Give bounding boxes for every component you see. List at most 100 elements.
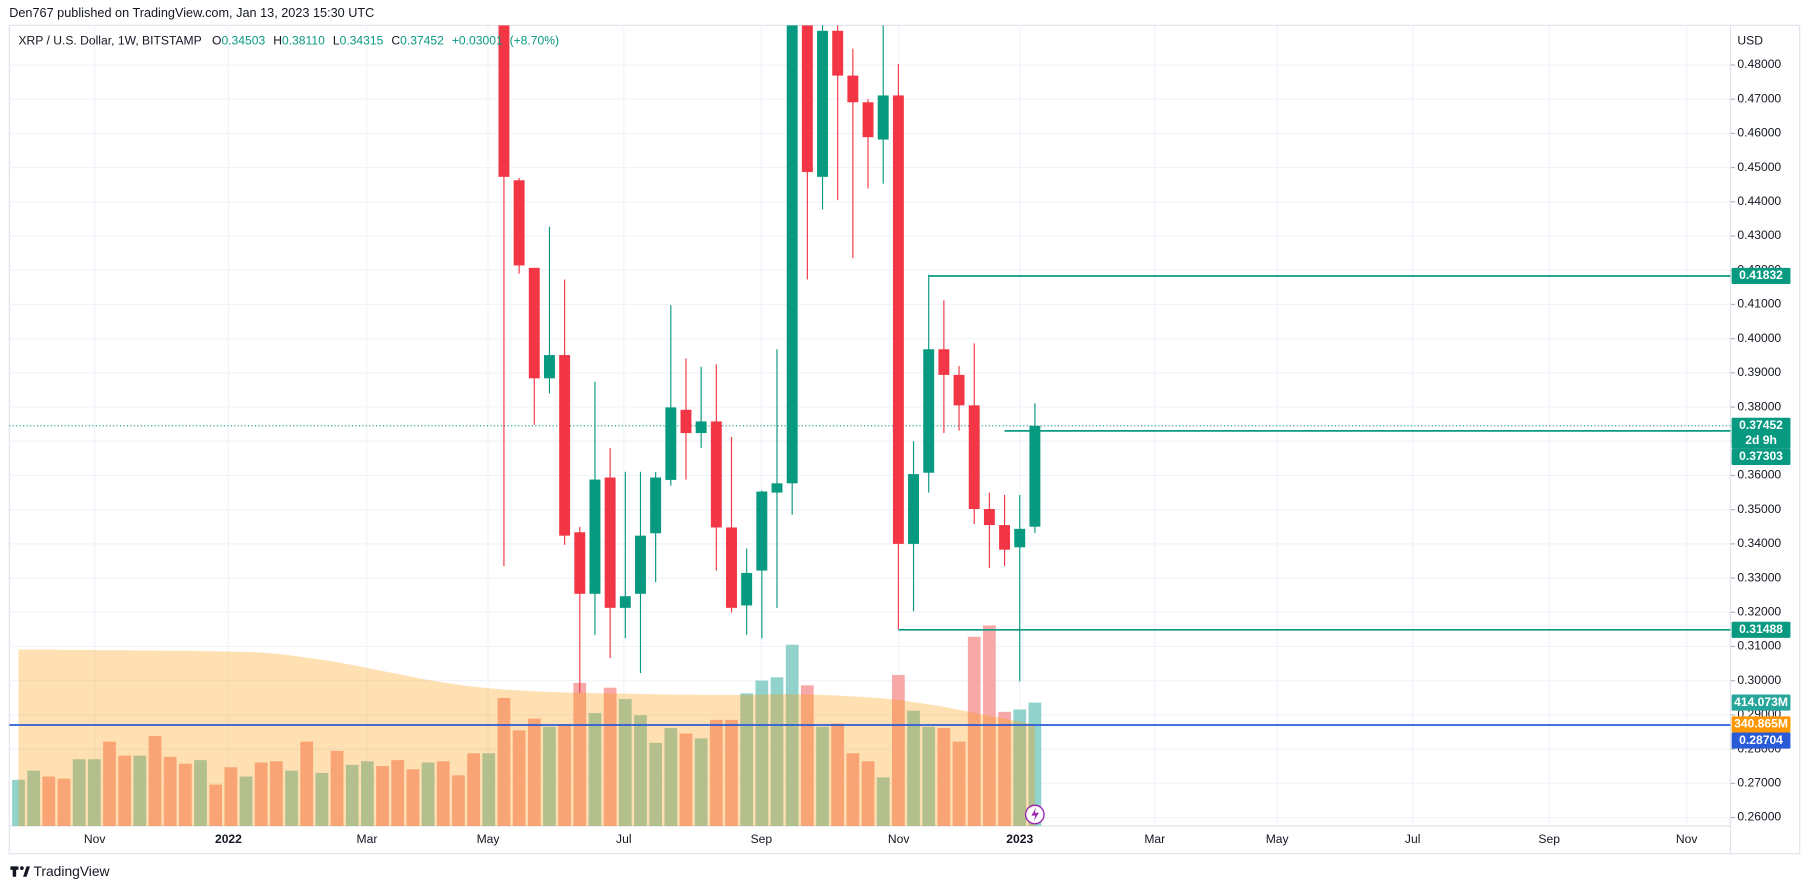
y-tick-label: 0.31000 [1737,639,1781,653]
volume-bar [527,718,541,827]
volume-bar [846,753,860,827]
x-tick-label: Jul [1405,832,1420,846]
volume-bar [770,677,784,827]
price-label-box [1731,694,1791,711]
price-label-box [1731,267,1791,285]
lines-layer [9,275,1731,726]
symbol: XRP / U.S. Dollar, 1W, BITSTAMP [18,34,201,48]
volume-bar [967,636,981,827]
volume-bar [12,779,25,827]
x-tick-label: Mar [357,832,378,846]
candle-body [680,409,692,434]
y-tick-label: 0.30000 [1737,673,1781,687]
x-tick-label: May [477,832,501,846]
candle-body [726,527,737,608]
volume-bar [998,711,1011,827]
volume-bar [300,741,314,827]
pane-border [8,24,1801,855]
candle-body [771,483,783,493]
change: +0.03001 [452,34,503,48]
volume-bar [558,724,571,827]
ohlc-value: 0.34503 [221,34,265,48]
candle-body [574,532,586,594]
volume-bar [376,766,389,827]
volume-bar [345,764,359,827]
price-label: 0.37303 [1739,449,1783,463]
price-label: 414.073M [1734,695,1788,709]
price-label: 0.28704 [1739,733,1783,747]
price-label: 0.41832 [1739,268,1783,282]
x-tick-label: Mar [1144,832,1165,846]
y-tick-label: 0.40000 [1737,331,1781,345]
volume-bar [952,741,966,827]
volume-bar [315,772,329,827]
candle-body [665,407,677,480]
volume-bar [922,726,936,827]
candle-body [801,25,813,173]
events-icon-bolt [1031,807,1039,822]
price-label-box [1731,448,1791,466]
candle-body [635,535,646,594]
volume-bar [27,770,41,827]
candle-body [983,508,995,526]
y-tick-label: 0.45000 [1737,160,1781,174]
y-tick-label: 0.36000 [1737,468,1781,482]
candle-body [938,349,950,375]
volume-bar [725,719,738,827]
legend: XRP / U.S. Dollar, 1W, BITSTAMP O0.34503… [18,34,559,48]
candle-body [741,572,753,606]
axis-layer: Nov 2022 Mar May Jul Sep Nov 2023 Mar May Jul Sep No… [84,57,1791,846]
publisher-line: Den767 published on TradingView.com, Jan… [9,6,374,20]
volume-bar [133,755,147,827]
price-label: 0.31488 [1739,622,1783,636]
volume-bar [224,767,238,827]
ohlc-name: O [212,34,221,48]
volume-bar [118,755,132,827]
x-tick-label: Nov [84,832,106,846]
x-tick-label: Nov [888,832,910,846]
volume-bar [694,738,708,827]
candle-body [1014,528,1026,548]
volume-bar [755,680,769,827]
volume-bar [816,726,829,827]
candle-body [756,491,768,571]
volume-bar [436,761,450,827]
candle-body [923,349,935,473]
price-label-box [1731,621,1791,638]
y-tick-label: 0.26000 [1737,810,1781,824]
volume-bar [421,762,435,827]
volume-bar [497,697,511,827]
countdown-label: 2d 9h [1745,433,1777,447]
volume-bar [512,730,526,827]
y-tick-label: 0.27000 [1737,776,1781,790]
x-tick-label: Sep [751,832,773,846]
candle-body [498,25,510,177]
volume-bar [87,759,101,827]
x-tick-label: May [1266,832,1290,846]
volume-bar [103,741,116,827]
x-tick-label: 2023 [1006,832,1033,846]
volume-bar [618,699,632,827]
volume-bar [709,719,723,827]
ohlc-value: 0.38110 [282,34,325,48]
candle-body [786,25,798,484]
y-tick-label: 0.41000 [1737,297,1781,311]
volume-bar [254,762,268,827]
logo-part [12,866,17,877]
y-tick-label: 0.34000 [1737,536,1781,550]
price-label-box [1731,732,1791,749]
volume-bar [831,723,845,827]
y-tick-label: 0.44000 [1737,194,1781,208]
volume-bar [891,674,905,827]
volume-ma-area [18,649,1035,827]
y-tick-label: 0.39000 [1737,365,1781,379]
candle-body [847,75,859,103]
volume-bar [573,682,587,827]
candle-body [999,525,1011,550]
ohlc-name: L [333,34,340,48]
y-tick-label: 0.32000 [1737,604,1781,618]
candle-body [543,355,555,379]
volume-bar [452,775,465,827]
volume-bar [391,760,405,827]
logo-part [20,866,24,870]
